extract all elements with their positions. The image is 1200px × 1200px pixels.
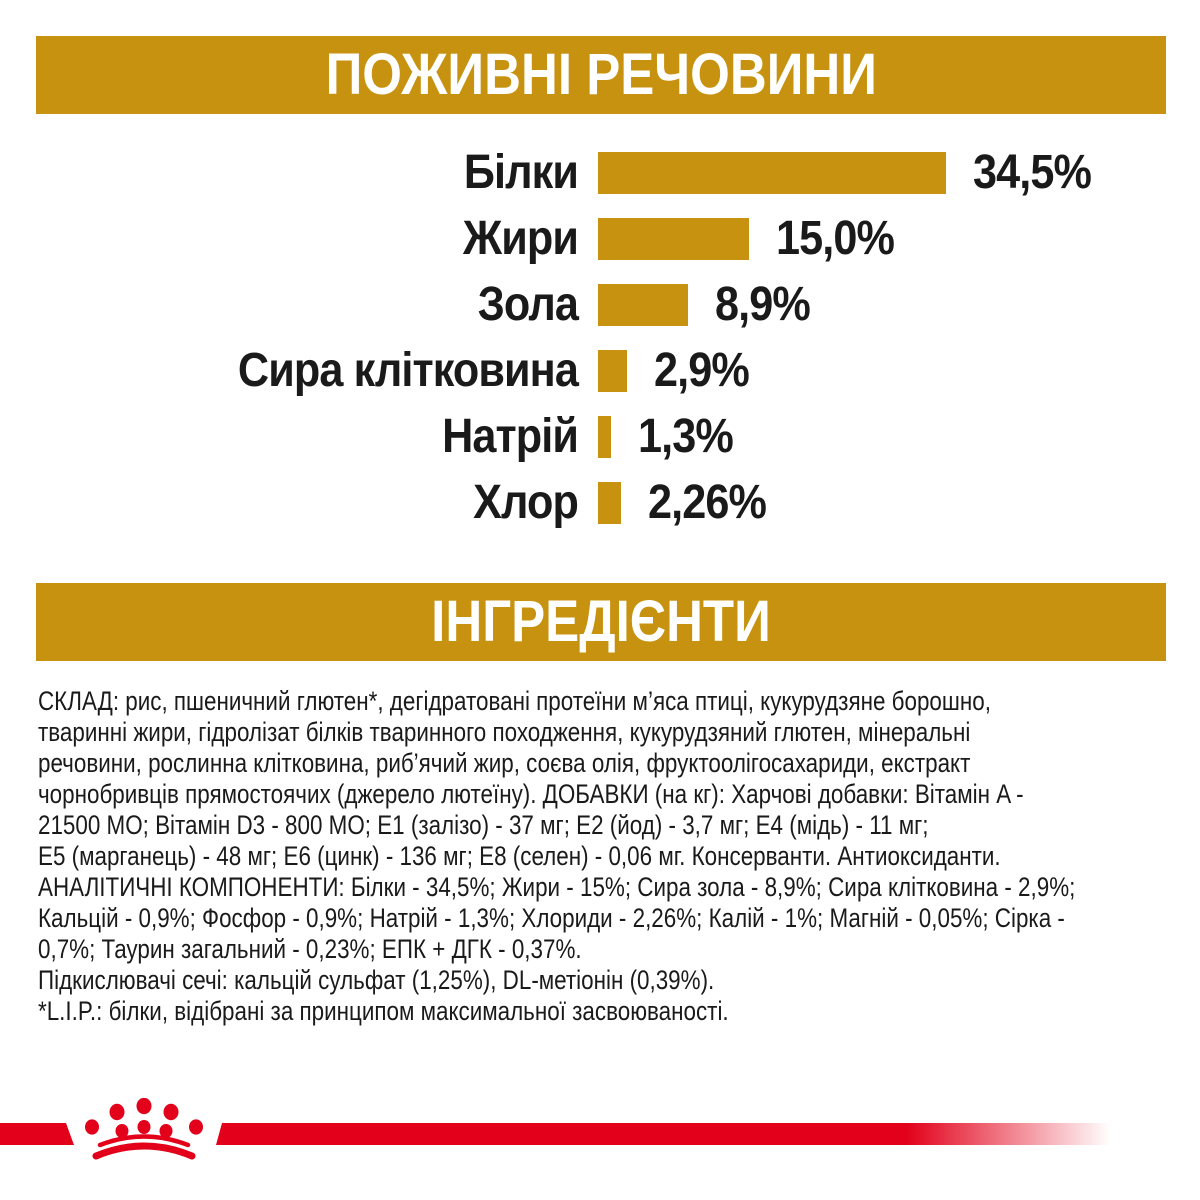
chart-row: Натрій 1,3% (0, 410, 1200, 463)
bar-label: Хлор (473, 476, 579, 529)
bar (598, 416, 611, 458)
ingredients-line: тваринні жири, гідролізат білків тваринн… (38, 717, 971, 747)
chart-row: Сира клітковина 2,9% (0, 344, 1200, 397)
footer-red-band-right (216, 1123, 1148, 1145)
bar (598, 284, 688, 326)
bar-value: 2,9% (654, 344, 750, 397)
bar-value: 1,3% (638, 410, 734, 463)
ingredients-line: Кальцій - 0,9%; Фосфор - 0,9%; Натрій - … (38, 903, 1065, 933)
crown-base-arcs (92, 1134, 196, 1160)
ingredients-line: АНАЛІТИЧНІ КОМПОНЕНТИ: Білки - 34,5%; Жи… (38, 872, 1076, 902)
bar-label: Зола (477, 278, 579, 331)
ingredients-text-block: СКЛАД: рис, пшеничний глютен*, дегідрато… (38, 686, 1167, 1027)
ingredients-line: чорнобривців прямостоячих (джерело лютеї… (38, 779, 1024, 809)
bar-label: Натрій (442, 410, 579, 463)
ingredients-line: E5 (марганець) - 48 мг; E6 (цинк) - 136 … (38, 841, 1001, 871)
bar-value: 2,26% (648, 476, 767, 529)
bar-label: Білки (463, 146, 579, 199)
bar (598, 350, 627, 392)
bar (598, 218, 749, 260)
ingredients-line: Підкислювачі сечі: кальцій сульфат (1,25… (38, 965, 715, 995)
ingredients-line: 21500 МО; Вітамін D3 - 800 МО; E1 (заліз… (38, 810, 929, 840)
chart-row: Зола 8,9% (0, 278, 1200, 331)
footer-red-band-left (0, 1123, 74, 1145)
nutrients-bar-chart: Білки 34,5% Жири 15,0% Зола 8,9% Сира кліткови… (0, 146, 1200, 548)
ingredients-line: 0,7%; Таурин загальний - 0,23%; ЕПК + ДГ… (38, 934, 582, 964)
bar-label: Жири (463, 212, 579, 265)
ingredients-line: *L.I.P.: білки, відібрані за принципом м… (38, 996, 729, 1026)
chart-row: Жири 15,0% (0, 212, 1200, 265)
nutrients-banner-title: ПОЖИВНІ РЕЧОВИНИ (325, 42, 877, 107)
ingredients-banner: ІНГРЕДІЄНТИ (36, 583, 1166, 661)
bar-value: 34,5% (973, 146, 1092, 199)
chart-row: Білки 34,5% (0, 146, 1200, 199)
bar (598, 152, 946, 194)
chart-row: Хлор 2,26% (0, 476, 1200, 529)
crown-paw-pads (85, 1098, 203, 1138)
ingredients-line: речовини, рослинна клітковина, риб’ячий … (38, 748, 971, 778)
bar-value: 8,9% (715, 278, 811, 331)
ingredients-line: СКЛАД: рис, пшеничний глютен*, дегідрато… (38, 686, 991, 716)
bar-value: 15,0% (776, 212, 895, 265)
bar (598, 482, 621, 524)
ingredients-banner-title: ІНГРЕДІЄНТИ (431, 589, 771, 654)
bar-label: Сира клітковина (237, 344, 579, 397)
nutrients-banner: ПОЖИВНІ РЕЧОВИНИ (36, 36, 1166, 114)
royal-canin-crown-logo (85, 1098, 203, 1160)
